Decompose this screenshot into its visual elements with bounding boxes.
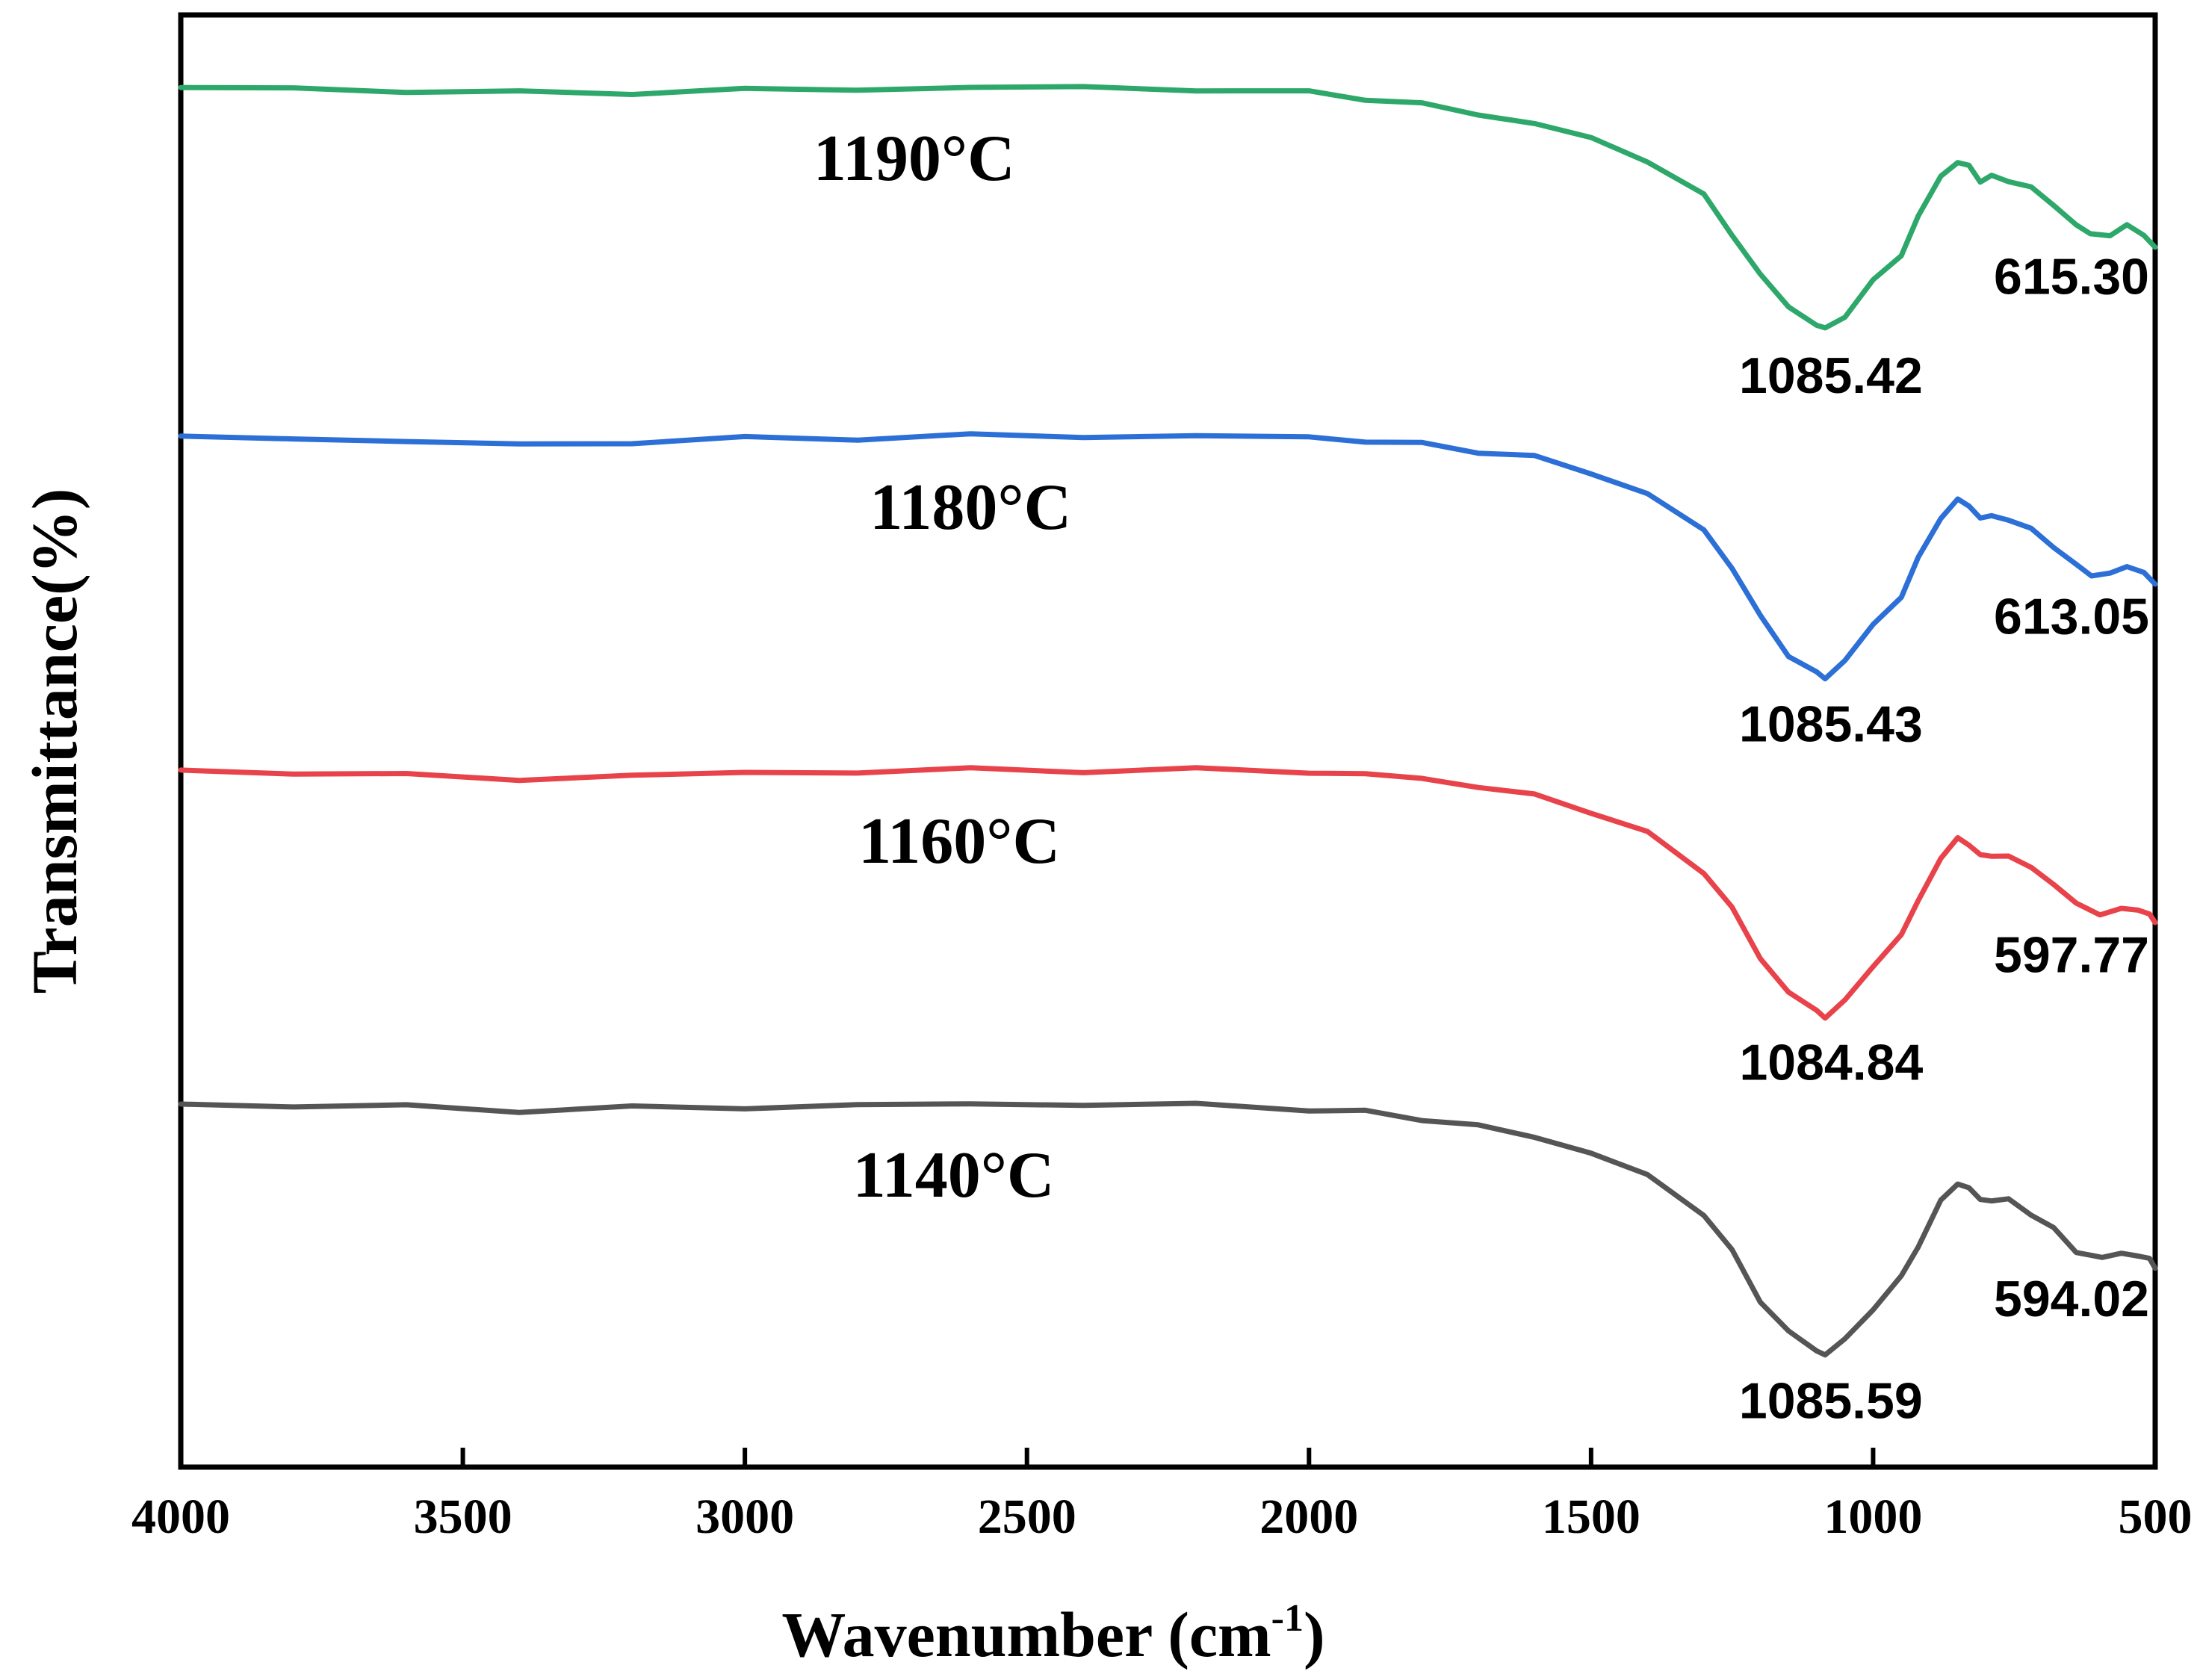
peak-label: 1085.59 <box>1739 1372 1923 1429</box>
series-line-1190°C <box>178 84 2158 331</box>
x-axis-tick-labels: 4000 3500 3000 2500 2000 1500 1000 500 <box>131 1490 2193 1544</box>
peak-label: 1085.43 <box>1739 695 1923 752</box>
series-label: 1160°C <box>858 805 1060 878</box>
peak-label: 1084.84 <box>1739 1034 1923 1091</box>
series-line-1140°C <box>178 1100 2158 1358</box>
peak-label: 594.02 <box>1994 1271 2149 1327</box>
y-axis-title: Transmittance(%) <box>19 489 90 994</box>
x-tick-label: 1500 <box>1542 1490 1640 1544</box>
x-tick-label: 500 <box>2119 1490 2193 1544</box>
series-layer <box>178 84 2158 1358</box>
x-axis-title-main: Wavenumber (cm <box>781 1599 1271 1670</box>
x-tick-label: 2500 <box>978 1490 1076 1544</box>
x-tick-label: 4000 <box>131 1490 230 1544</box>
peak-label: 615.30 <box>1994 249 2149 306</box>
x-axis-ticks <box>179 1448 2157 1467</box>
peak-label: 613.05 <box>1994 588 2149 645</box>
x-tick-label: 3000 <box>695 1490 794 1544</box>
series-label: 1180°C <box>870 471 1071 544</box>
series-label: 1140°C <box>853 1139 1055 1212</box>
peak-label: 1085.42 <box>1739 347 1923 404</box>
x-axis-title-superscript: -1 <box>1271 1597 1304 1640</box>
series-line-1160°C <box>178 765 2158 1021</box>
series-label: 1190°C <box>814 123 1015 195</box>
x-tick-label: 3500 <box>414 1490 512 1544</box>
peak-label: 597.77 <box>1994 926 2149 983</box>
plot-frame <box>178 12 2158 1470</box>
x-axis-title-end: ) <box>1304 1599 1325 1670</box>
x-tick-label: 2000 <box>1259 1490 1358 1544</box>
annotation-layer: 1190°C 1085.42 615.30 1180°C 1085.43 613.05 11… <box>814 123 2149 1429</box>
series-line-1180°C <box>178 431 2158 682</box>
x-tick-label: 1000 <box>1823 1490 1922 1544</box>
x-axis-title: Wavenumber (cm-1) <box>781 1597 1324 1670</box>
